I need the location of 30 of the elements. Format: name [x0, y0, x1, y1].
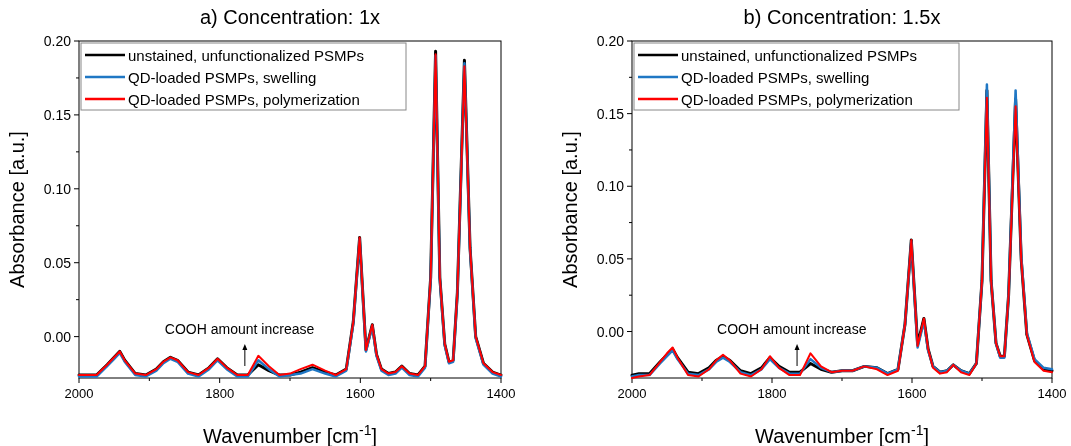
- y-tick-label: 0.05: [43, 254, 72, 271]
- y-tick-label: 0.15: [596, 105, 625, 122]
- y-tick-label: 0.05: [596, 250, 625, 267]
- legend-label: QD-loaded PSMPs, polymerization: [128, 91, 360, 108]
- y-tick-label: 0.10: [596, 178, 625, 195]
- legend-label: QD-loaded PSMPs, polymerization: [681, 91, 913, 108]
- x-tick-label: 2000: [64, 386, 94, 401]
- legend-label: unstained, unfunctionalized PSMPs: [128, 47, 364, 64]
- y-axis-title: Absorbance [a.u.]: [559, 131, 581, 288]
- y-tick-label: 0.20: [43, 33, 72, 49]
- legend-label: QD-loaded PSMPs, swelling: [681, 69, 870, 86]
- x-tick-label: 1600: [345, 386, 375, 401]
- y-tick-label: 0.10: [43, 180, 72, 197]
- y-axis-title: Absorbance [a.u.]: [6, 131, 28, 288]
- x-tick-label: 1400: [1037, 386, 1067, 401]
- chart-title: a) Concentration: 1x: [199, 6, 381, 28]
- chart-title: b) Concentration: 1.5x: [743, 6, 941, 28]
- x-tick-label: 1800: [205, 386, 235, 401]
- legend-label: QD-loaded PSMPs, swelling: [128, 69, 317, 86]
- x-tick-label: 2000: [617, 386, 647, 401]
- y-tick-label: 0.00: [43, 328, 72, 345]
- annotation: COOH amount increase: [164, 321, 315, 337]
- x-tick-label: 1800: [757, 386, 787, 401]
- y-tick-label: 0.15: [43, 106, 72, 123]
- y-tick-label: 0.20: [596, 33, 625, 49]
- legend-label: unstained, unfunctionalized PSMPs: [681, 47, 917, 64]
- x-tick-label: 1400: [486, 386, 516, 401]
- annotation: COOH amount increase: [717, 321, 867, 337]
- y-tick-label: 0.00: [596, 323, 625, 340]
- x-tick-label: 1600: [897, 386, 927, 401]
